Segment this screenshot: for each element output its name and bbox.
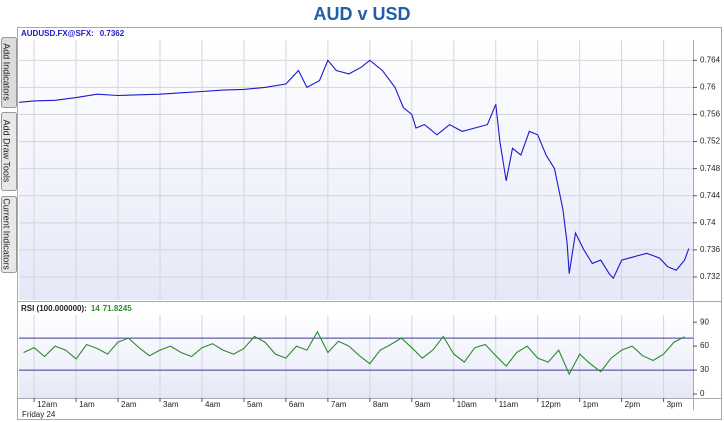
y-tick-label: 0 [700, 389, 705, 398]
y-tick-label: 90 [700, 317, 709, 326]
y-tick-label: 0.764 [700, 55, 721, 64]
y-tick-label: 0.732 [700, 272, 721, 281]
tab-box[interactable] [1, 37, 17, 108]
y-tick-label: 0.752 [700, 137, 721, 146]
x-tick-label: 2pm [625, 400, 641, 409]
tab[interactable]: Add Indicators [1, 37, 17, 108]
tab-label[interactable]: Add Indicators [2, 43, 12, 101]
x-tick-label: 10am [457, 400, 477, 409]
y-tick-label: 0.74 [700, 218, 716, 227]
tab-label[interactable]: Add Draw Tools [2, 120, 12, 183]
x-tick-label: 2am [121, 400, 137, 409]
x-tick-label: 5am [247, 400, 263, 409]
x-tick-label: 3am [163, 400, 179, 409]
rsi-period: 14 [91, 304, 100, 313]
x-tick-label: 4am [205, 400, 221, 409]
rsi-label: RSI (100.000000): 14 71.8245 [21, 304, 132, 313]
x-tick-label: 8am [373, 400, 389, 409]
x-tick-label: 3pm [667, 400, 683, 409]
y-tick-label: 0.744 [700, 191, 721, 200]
y-tick-label: 0.76 [700, 83, 716, 92]
y-tick-label: 0.756 [700, 110, 721, 119]
x-tick-label: 12pm [541, 400, 561, 409]
rsi-name: RSI (100.000000): [21, 304, 87, 313]
page-title: AUD v USD [313, 4, 410, 24]
x-tick-label: 1pm [583, 400, 599, 409]
rsi-last: 71.8245 [103, 304, 132, 313]
x-tick-label: 11am [499, 400, 519, 409]
x-axis-label: Friday 24 [22, 410, 56, 419]
x-tick-label: 9am [415, 400, 431, 409]
x-tick-label: 7am [331, 400, 347, 409]
price-label: AUDUSD.FX@SFX: 0.7362 [21, 29, 125, 38]
x-tick-label: 1am [79, 400, 95, 409]
price-symbol: AUDUSD.FX@SFX: [21, 29, 94, 38]
y-tick-label: 0.736 [700, 245, 721, 254]
x-tick-label: 6am [289, 400, 305, 409]
tab-box[interactable] [1, 196, 17, 273]
y-tick-label: 60 [700, 341, 709, 350]
tab-box[interactable] [1, 112, 17, 191]
tab[interactable]: Current Indicators [1, 196, 17, 273]
price-last: 0.7362 [100, 29, 125, 38]
y-tick-label: 30 [700, 365, 709, 374]
rsi-plot [19, 315, 693, 398]
tab-label[interactable]: Current Indicators [2, 198, 12, 270]
x-tick-label: 12am [37, 400, 57, 409]
y-tick-label: 0.748 [700, 164, 721, 173]
tab[interactable]: Add Draw Tools [1, 112, 17, 191]
series-line [18, 59, 690, 280]
series-line [23, 330, 685, 376]
price-plot [19, 40, 693, 300]
